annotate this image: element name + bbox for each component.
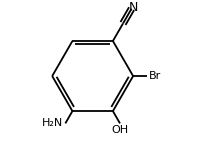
- Text: Br: Br: [149, 71, 161, 81]
- Text: N: N: [129, 1, 139, 14]
- Text: OH: OH: [111, 125, 129, 135]
- Text: H₂N: H₂N: [42, 118, 63, 128]
